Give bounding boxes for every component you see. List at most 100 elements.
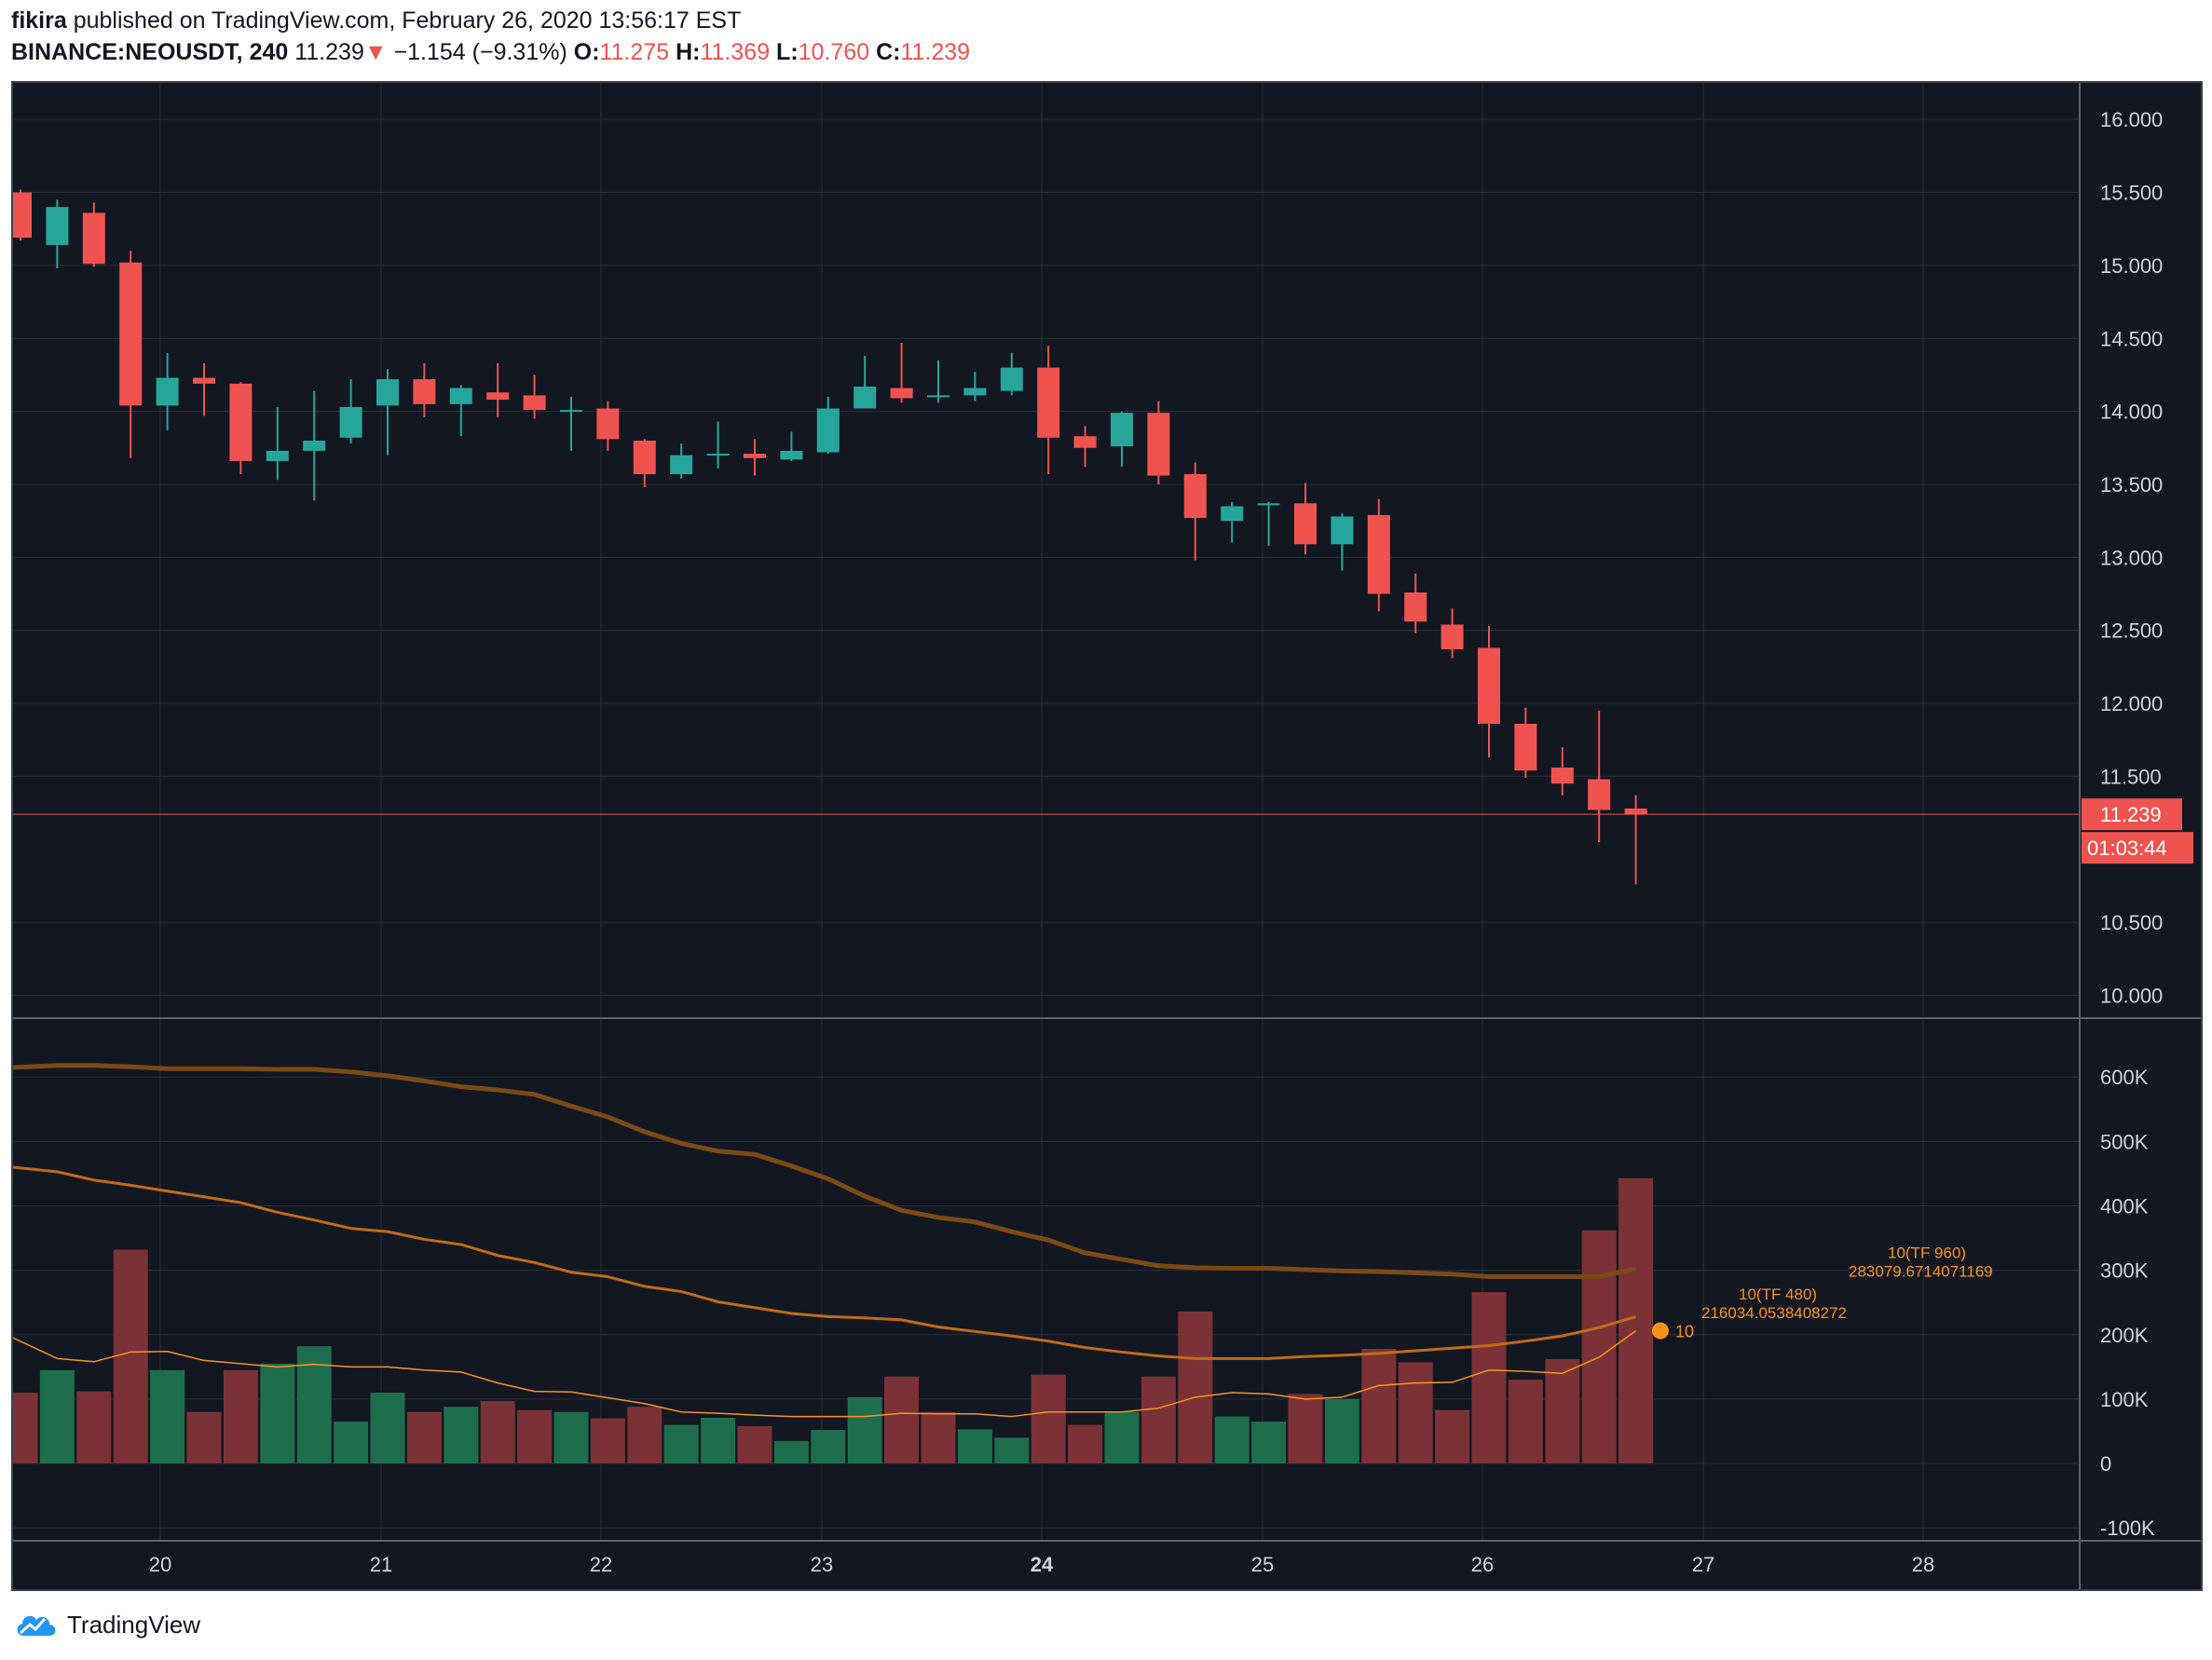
price-tick-label: 15.000 [2100,254,2163,278]
volume-bar [1324,1398,1359,1464]
candle-body [963,388,987,396]
volume-tick-label: 500K [2100,1130,2149,1153]
candle-body [523,395,546,411]
bar-countdown: 01:03:44 [2087,837,2167,860]
volume-bar [921,1411,956,1464]
ma-line-tf-480 [13,1165,1637,1360]
time-tick-label: 24 [1031,1553,1054,1576]
candle-body [780,450,803,460]
low-value: 10.760 [798,39,870,65]
volume-tick-label: 200K [2100,1324,2149,1347]
candle-body [1404,592,1427,622]
chart-canvas[interactable]: 16.000 15.500 15.000 14.500 14.000 13.500 13.0… [13,83,2201,1589]
price-tick-label: 12.500 [2100,619,2163,643]
candle-body [413,379,436,404]
volume-bar [1471,1292,1507,1464]
volume-bar [223,1369,258,1464]
volume-tick-label: 300K [2100,1259,2149,1283]
volume-bar [1398,1362,1433,1464]
time-tick-label: 23 [811,1553,833,1576]
volume-bar [1104,1411,1140,1464]
time-tick-label: 22 [590,1553,612,1576]
ma-tf-480-value: 216034.0538408272 [1701,1304,1847,1322]
open-value: 11.275 [599,39,670,65]
candle-body [596,408,620,440]
candle-body [816,408,840,453]
ma-line-tf-960 [13,1063,1637,1280]
volume-bar [627,1407,662,1464]
volume-bar [517,1409,553,1464]
candle-body [486,392,510,401]
time-tick-label: 21 [370,1553,392,1576]
candle-body [744,454,766,458]
volume-tick-label: 0 [2100,1452,2111,1476]
candle-body [633,440,656,475]
ma-tf-960-value: 283079.6714071169 [1849,1263,1993,1281]
volume-bar [334,1422,369,1464]
volume-bar [1435,1409,1470,1464]
last-price-badge [2082,798,2182,831]
tradingview-brand: TradingView [67,1610,201,1639]
candle-body [890,388,913,399]
volume-bar [480,1400,515,1464]
candle-body [1183,474,1207,519]
volume-bar [260,1363,295,1464]
author-name[interactable]: fikira [11,7,67,34]
candle-body [1478,647,1500,724]
candle-body [229,383,253,461]
chart-area[interactable]: 16.000 15.500 15.000 14.500 14.000 13.500 13.0… [11,81,2203,1591]
last-price: 11.239 [294,39,364,65]
volume-bar [994,1437,1030,1464]
volume-bar [1508,1380,1543,1464]
price-tick-label: 12.000 [2100,692,2163,715]
volume-bar [847,1396,882,1464]
price-tick-label: 10.000 [2100,984,2163,1007]
time-tick-label: 26 [1471,1553,1494,1576]
high-label: H: [676,39,701,65]
ma-tf-960-label: 10(TF 960) [1888,1245,1966,1262]
volume-bar [884,1376,920,1464]
symbol-info: BINANCE:NEOUSDT, 240 11.239▼ −1.154 (−9.… [11,39,970,66]
volume-bar [701,1417,736,1464]
volume-bar [1068,1424,1103,1464]
candle-body [1037,367,1060,438]
candle-body [927,395,949,398]
candle-body [266,450,289,461]
low-label: L: [776,39,799,65]
published-text: published on TradingView.com, February 2… [73,7,742,34]
volume-bar [1251,1422,1287,1464]
candle-body [853,386,877,409]
candle-body [119,262,143,406]
symbol-label: BINANCE:NEOUSDT, 240 [11,39,289,65]
candle-body [82,212,105,265]
candle-body [560,410,582,413]
candle-body [1514,723,1537,771]
tradingview-cloud-icon [17,1615,56,1636]
candle-body [193,377,215,384]
volume-bar [737,1425,772,1464]
volume-bar [553,1411,589,1464]
volume-bar [370,1392,405,1464]
close-value: 11.239 [900,39,971,65]
price-tick-label: 16.000 [2100,108,2163,131]
tradingview-logo[interactable]: TradingView [13,1610,200,1640]
ma-10-marker [1652,1322,1669,1340]
candle-body [339,406,362,438]
candle-body [670,455,693,475]
candle-body [303,440,326,451]
volume-bar [186,1411,222,1464]
volume-bar [113,1249,148,1464]
ma-10-label: 10 [1675,1323,1694,1341]
ma-tf-480-label: 10(TF 480) [1739,1286,1817,1303]
candle-body [1441,624,1464,650]
candle-body [13,192,32,238]
price-tick-label: 10.500 [2100,911,2163,934]
price-tick-label: 15.500 [2100,182,2163,205]
time-tick-label: 20 [149,1553,171,1576]
price-tick-label: 14.000 [2100,401,2163,424]
volume-bar [1581,1230,1617,1464]
volume-bar [39,1369,75,1464]
volume-bar [1031,1374,1066,1464]
candle-body [1111,413,1133,447]
price-tick-label: 13.000 [2100,546,2163,569]
